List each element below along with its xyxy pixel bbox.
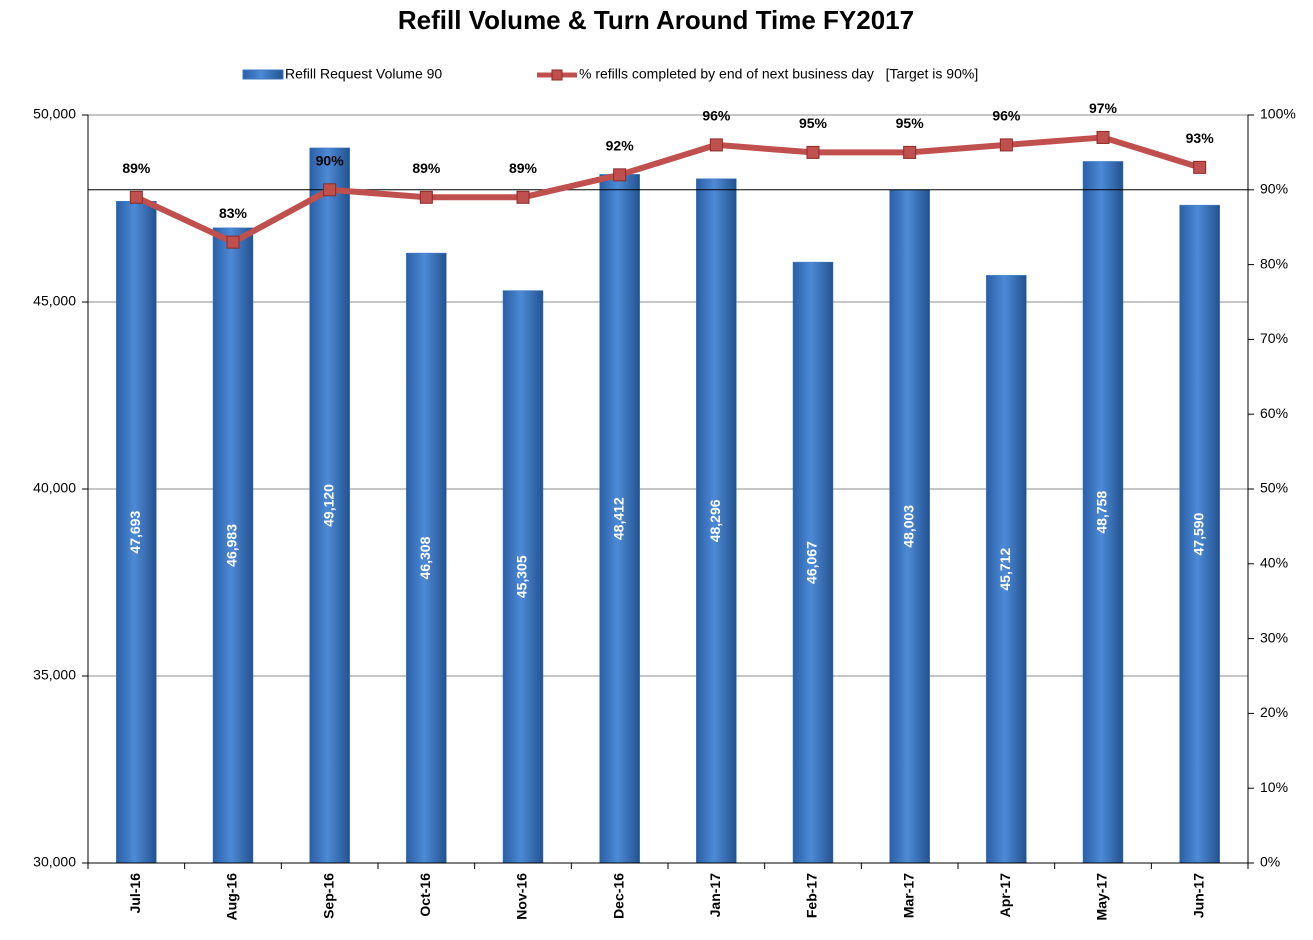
bar <box>1179 204 1220 864</box>
line-marker <box>903 145 917 159</box>
x-tick-label: Dec-16 <box>610 873 626 919</box>
legend-label: Refill Request Volume 90 <box>285 66 442 82</box>
line-value-label: 96% <box>702 108 731 124</box>
x-tick-label: Aug-16 <box>224 873 240 921</box>
line-value-label: 93% <box>1186 130 1215 146</box>
y2-tick-label: 30% <box>1260 629 1288 645</box>
x-tick-label: Jan-17 <box>707 873 723 918</box>
line-marker <box>806 145 820 159</box>
bar-value-label: 48,758 <box>1094 491 1110 534</box>
y2-tick-label: 70% <box>1260 330 1288 346</box>
line-marker <box>613 168 627 182</box>
bar <box>986 275 1027 864</box>
bar <box>406 252 447 864</box>
y2-tick-label: 10% <box>1260 779 1288 795</box>
y-tick-label: 50,000 <box>33 106 76 122</box>
y2-tick-label: 90% <box>1260 181 1288 197</box>
y-tick-label: 35,000 <box>33 667 76 683</box>
y2-tick-label: 40% <box>1260 555 1288 571</box>
x-tick-label: Oct-16 <box>417 873 433 917</box>
bar <box>212 227 254 864</box>
bar <box>116 201 157 864</box>
bar-value-label: 46,067 <box>804 541 820 584</box>
x-tick-label: Feb-17 <box>804 873 820 918</box>
x-tick-label: Jul-16 <box>127 873 143 914</box>
line-marker <box>999 138 1013 152</box>
x-tick-label: Mar-17 <box>900 873 916 918</box>
line-value-label: 97% <box>1089 100 1118 116</box>
bar-value-label: 46,983 <box>224 524 240 567</box>
bar-value-label: 45,305 <box>514 555 530 598</box>
bar <box>502 290 544 864</box>
legend-swatch <box>551 69 563 81</box>
y-tick-label: 45,000 <box>33 293 76 309</box>
y2-tick-label: 100% <box>1260 106 1296 122</box>
line-marker <box>226 235 240 249</box>
line-value-label: 89% <box>509 160 538 176</box>
y-tick-label: 30,000 <box>33 854 76 870</box>
bar-value-label: 46,308 <box>417 536 433 579</box>
x-tick-label: May-17 <box>1094 873 1110 921</box>
bar-value-label: 48,003 <box>900 505 916 548</box>
line-value-label: 95% <box>896 115 925 131</box>
line-marker <box>516 190 530 204</box>
line-value-label: 96% <box>992 108 1021 124</box>
bar-value-label: 48,412 <box>610 497 626 540</box>
x-tick-label: Sep-16 <box>320 873 336 919</box>
bar-value-label: 48,296 <box>707 499 723 542</box>
y-tick-label: 40,000 <box>33 480 76 496</box>
y2-tick-label: 80% <box>1260 255 1288 271</box>
y2-tick-label: 20% <box>1260 704 1288 720</box>
line-value-label: 90% <box>316 153 345 169</box>
line-marker <box>1096 130 1110 144</box>
line-value-label: 89% <box>412 160 441 176</box>
bar-value-label: 49,120 <box>320 484 336 527</box>
bar-value-label: 47,590 <box>1190 512 1206 555</box>
line-value-label: 89% <box>122 160 151 176</box>
y2-tick-label: 50% <box>1260 480 1288 496</box>
bar <box>889 189 930 864</box>
line-value-label: 95% <box>799 115 828 131</box>
line-marker <box>709 138 723 152</box>
bar-value-label: 47,693 <box>127 511 143 554</box>
line-marker <box>323 183 337 197</box>
line-marker <box>129 190 143 204</box>
line-marker <box>1193 160 1207 174</box>
x-tick-label: Jun-17 <box>1190 873 1206 918</box>
bar <box>309 147 350 864</box>
line-value-label: 92% <box>606 138 635 154</box>
bar-value-label: 45,712 <box>997 548 1013 591</box>
y2-tick-label: 60% <box>1260 405 1288 421</box>
x-tick-label: Nov-16 <box>514 873 530 920</box>
line-value-label: 83% <box>219 205 248 221</box>
x-tick-label: Apr-17 <box>997 873 1013 918</box>
bar <box>696 178 737 864</box>
line-marker <box>419 190 433 204</box>
legend-swatch <box>242 69 284 80</box>
bar <box>792 261 834 864</box>
legend-label: % refills completed by end of next busin… <box>579 66 978 82</box>
line <box>135 134 1201 246</box>
y2-tick-label: 0% <box>1260 854 1280 870</box>
bar <box>1082 161 1124 864</box>
chart-title: Refill Volume & Turn Around Time FY2017 <box>398 5 914 35</box>
